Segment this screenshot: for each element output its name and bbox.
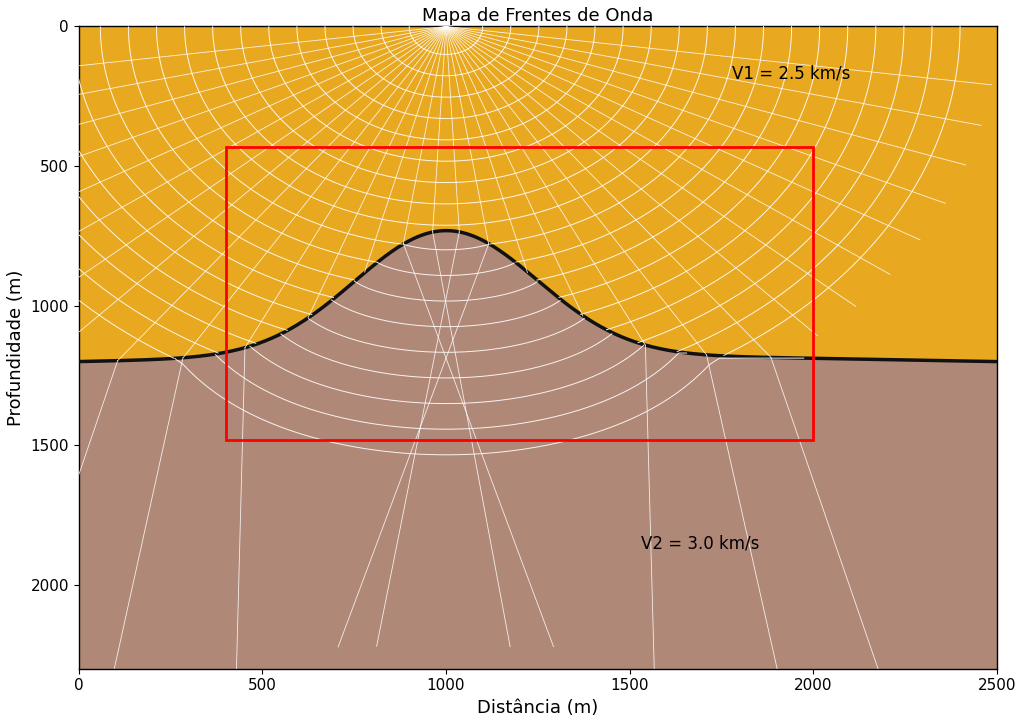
Text: V1 = 2.5 km/s: V1 = 2.5 km/s [732,64,851,82]
Text: V2 = 3.0 km/s: V2 = 3.0 km/s [640,535,759,552]
Bar [226,146,813,439]
Title: Mapa de Frentes de Onda: Mapa de Frentes de Onda [422,7,654,25]
X-axis label: Distância (m): Distância (m) [477,699,598,717]
Y-axis label: Profundidade (m): Profundidade (m) [7,269,25,426]
